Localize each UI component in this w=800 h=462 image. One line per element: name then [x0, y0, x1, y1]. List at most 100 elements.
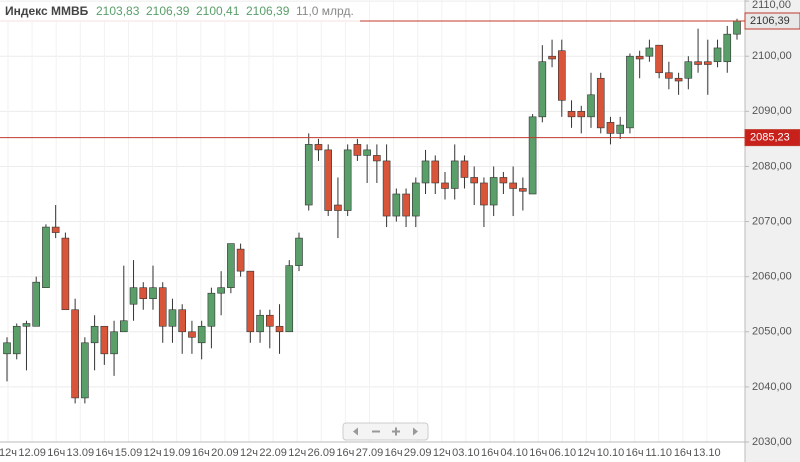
- candle-body: [460, 160, 469, 178]
- candle-body: [120, 320, 128, 333]
- candle-body: [402, 193, 410, 217]
- x-tick-label: 26.09: [308, 447, 336, 459]
- candle-body: [713, 47, 722, 63]
- x-tick-label: 16ч: [47, 447, 65, 459]
- candle-body: [227, 243, 235, 288]
- candle-body: [22, 323, 31, 327]
- candle-body: [285, 265, 294, 333]
- candle-body: [441, 182, 449, 189]
- quote-volume: 11,0 млрд.: [296, 4, 354, 18]
- grid: [0, 0, 745, 443]
- candle-body: [168, 309, 177, 327]
- candle-body: [655, 44, 663, 74]
- candle-body: [596, 77, 605, 129]
- candle-body: [100, 325, 109, 355]
- candle-body: [61, 237, 70, 311]
- candle-body: [363, 149, 371, 156]
- candle-body: [217, 287, 225, 294]
- level-box: [744, 12, 800, 30]
- y-tick-label: 2080,00: [752, 160, 792, 172]
- candle-body: [197, 325, 206, 344]
- y-tick-label: 2100,00: [752, 50, 792, 62]
- candle-body: [373, 155, 381, 162]
- candle-body: [314, 144, 323, 151]
- candle-body: [626, 55, 634, 129]
- candle-body: [110, 331, 118, 355]
- x-tick-label: 12ч: [433, 447, 451, 459]
- candle-body: [275, 325, 284, 333]
- candle-body: [256, 314, 264, 333]
- y-tick-label: 2060,00: [752, 271, 792, 283]
- candle-body: [519, 188, 527, 192]
- candle-body: [528, 116, 537, 195]
- plot-area: [0, 0, 745, 442]
- candle-body: [246, 270, 255, 333]
- nav-control: [342, 422, 429, 441]
- candle-body: [207, 292, 216, 327]
- candle-body: [538, 61, 547, 118]
- x-tick-label: 16ч: [529, 447, 547, 459]
- nav-zoom-in[interactable]: [392, 427, 400, 436]
- candle-body: [334, 204, 342, 211]
- candle-body: [509, 182, 517, 189]
- y-tick-label: 2110,00: [752, 0, 791, 11]
- y-tick-label: 2070,00: [752, 215, 792, 227]
- candle-body: [480, 182, 488, 206]
- candle-body: [236, 248, 245, 272]
- x-tick-label: 12ч: [577, 447, 595, 459]
- candle-body: [703, 61, 712, 65]
- candle-body: [674, 77, 683, 82]
- candle-body: [71, 309, 79, 399]
- nav-bg: [342, 422, 429, 441]
- candle-body: [587, 94, 595, 118]
- x-tick-label: 13.10: [693, 447, 721, 459]
- candle-body: [606, 122, 615, 134]
- candle-body: [421, 160, 430, 184]
- x-tick-label: 19.09: [163, 447, 191, 459]
- candle-body: [567, 111, 576, 118]
- x-tick-label: 16ч: [95, 447, 113, 459]
- candle-body: [499, 177, 508, 184]
- candle-body: [51, 226, 60, 233]
- nav-left[interactable]: [353, 427, 358, 436]
- candle-body: [392, 193, 401, 217]
- x-tick-label: 13.09: [67, 447, 95, 459]
- x-tick-label: 22.09: [259, 447, 287, 459]
- candle-body: [295, 237, 303, 266]
- candle-body: [343, 149, 352, 211]
- candle-body: [723, 33, 732, 63]
- header-bg: [0, 2, 360, 22]
- quote-high: 2106,39: [146, 4, 190, 18]
- x-tick-label: 15.09: [115, 447, 143, 459]
- level-label: 2085,23: [750, 132, 790, 144]
- candle-body: [411, 182, 420, 217]
- nav-right[interactable]: [413, 427, 418, 436]
- x-tick-label: 16ч: [626, 447, 644, 459]
- x-tick-label: 29.09: [404, 447, 432, 459]
- candle-body: [188, 331, 196, 338]
- x-tick-label: 12ч: [240, 447, 258, 459]
- candle-body: [684, 61, 693, 79]
- y-tick-label: 2050,00: [752, 326, 792, 338]
- candle-body: [42, 226, 50, 288]
- candle-body: [139, 287, 148, 300]
- chart-title: Индекс ММВБ: [5, 4, 89, 18]
- quote-close: 2106,39: [246, 4, 290, 18]
- candle-body: [129, 287, 138, 305]
- candle-body: [489, 177, 498, 206]
- candles: [3, 18, 741, 404]
- candle-body: [81, 342, 89, 399]
- x-tick-label: 03.10: [452, 447, 480, 459]
- x-tick-label: 12.09: [18, 447, 46, 459]
- x-tick-label: 16ч: [192, 447, 210, 459]
- candle-body: [178, 309, 186, 333]
- axis-panel: [745, 0, 800, 462]
- candle-body: [158, 287, 167, 327]
- y-tick-label: 2030,00: [752, 436, 792, 448]
- candle-body: [616, 124, 625, 134]
- candle-body: [645, 47, 654, 57]
- candle-body: [324, 149, 333, 211]
- x-tick-label: 12ч: [0, 447, 17, 459]
- candle-body: [149, 287, 157, 300]
- candle-body: [382, 160, 391, 217]
